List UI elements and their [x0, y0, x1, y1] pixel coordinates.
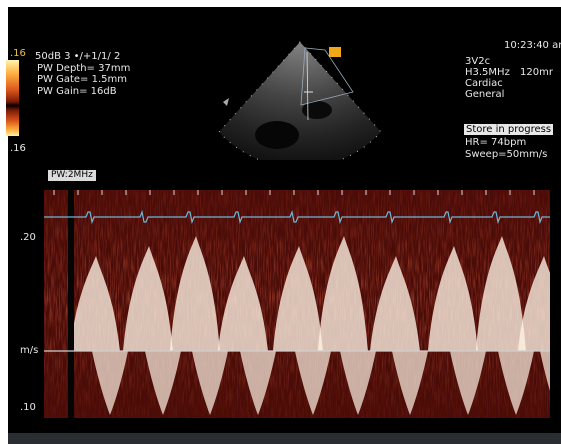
image-depth: 120mr — [520, 67, 553, 78]
bottom-bar — [8, 433, 561, 444]
velocity-color-bar — [6, 60, 19, 136]
velocity-tick-top: .20 — [20, 232, 36, 243]
flow-envelope-down — [145, 351, 181, 415]
flow-envelope-up — [123, 246, 173, 351]
sweep-speed: Sweep=50mm/s — [465, 149, 548, 160]
store-status: Store in progress — [464, 124, 554, 135]
flow-envelope-up — [318, 236, 368, 351]
scale-top-value: .16 — [10, 48, 26, 59]
flow-envelope-up — [170, 236, 220, 351]
flow-envelope-down — [540, 351, 550, 391]
flow-envelope-down — [240, 351, 276, 415]
flow-envelope-down — [450, 351, 486, 415]
flow-envelope-up — [518, 256, 550, 351]
velocity-tick-bottom: .10 — [20, 402, 36, 413]
flow-envelope-up — [70, 256, 120, 351]
spectral-envelopes — [70, 236, 550, 415]
preset-mode: Cardiac — [465, 78, 503, 89]
flow-envelope-up — [476, 236, 526, 351]
pw-depth: PW Depth= 37mm — [37, 63, 131, 74]
time-ticks — [53, 190, 535, 195]
orange-tag-icon — [329, 47, 341, 57]
probe-name: 3V2c — [465, 56, 491, 67]
flow-envelope-down — [498, 351, 534, 415]
flow-envelope-up — [428, 246, 478, 351]
store-status-label: Store in progress — [464, 124, 554, 135]
flow-envelope-down — [392, 351, 428, 415]
flow-envelope-down — [192, 351, 228, 415]
flow-envelope-down — [340, 351, 376, 415]
flow-envelope-up — [370, 256, 420, 351]
doppler-mode-label: PW:2MHz — [48, 170, 96, 181]
scale-bottom-value: .16 — [10, 143, 26, 154]
sweep-gap — [68, 190, 74, 418]
preset-submode: General — [465, 89, 505, 100]
doppler-spectrum — [44, 190, 550, 418]
pw-gate: PW Gate= 1.5mm — [37, 74, 127, 85]
b-mode-sector-image — [218, 41, 382, 160]
heart-rate: HR= 74bpm — [465, 137, 527, 148]
flow-envelope-up — [218, 256, 268, 351]
velocity-unit-label: m/s — [20, 345, 39, 356]
ecg-trace — [44, 209, 550, 225]
flow-envelope-down — [295, 351, 331, 415]
probe-frequency: H3.5MHz — [465, 67, 510, 78]
power-settings: 50dB 3 •/+1/1/ 2 — [35, 51, 121, 62]
pw-gain: PW Gain= 16dB — [37, 86, 117, 97]
clock-time: 10:23:40 ar — [504, 40, 561, 51]
flow-envelope-up — [273, 246, 323, 351]
flow-envelope-down — [92, 351, 128, 415]
